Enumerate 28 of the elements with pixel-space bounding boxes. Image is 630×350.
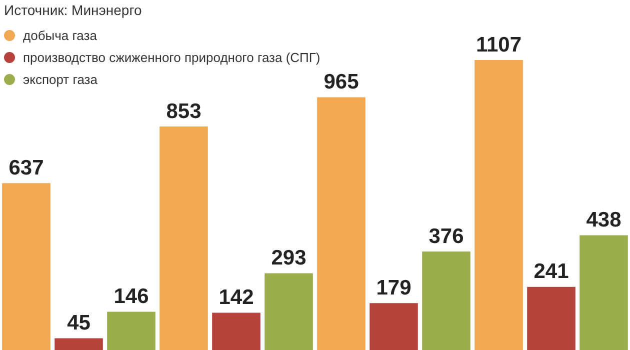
bar xyxy=(317,97,366,350)
data-label: 438 xyxy=(586,208,622,232)
data-label: 853 xyxy=(166,100,202,123)
bar xyxy=(54,338,103,350)
data-label: 376 xyxy=(428,224,464,248)
data-label: 142 xyxy=(218,286,254,310)
data-label: 45 xyxy=(67,312,91,335)
bar xyxy=(527,286,576,350)
text: Источник: Минэнерго xyxy=(4,2,142,18)
data-label: 1107 xyxy=(476,33,522,56)
legend-label: производство сжиженного природного газа (СПГ) xyxy=(23,50,320,64)
legend-label: добыча газа xyxy=(23,28,97,42)
bar xyxy=(370,303,418,350)
bar xyxy=(107,312,156,350)
bar xyxy=(580,235,628,350)
bar xyxy=(474,60,523,350)
data-label: 293 xyxy=(271,246,306,270)
bar xyxy=(160,126,208,350)
data-label: 241 xyxy=(534,260,570,284)
bar xyxy=(212,312,260,350)
data-label: 637 xyxy=(8,156,44,180)
bar xyxy=(2,183,50,350)
legend-label: экспорт газа xyxy=(23,72,98,86)
data-label: 179 xyxy=(376,276,412,300)
data-label: 146 xyxy=(114,285,149,308)
bar xyxy=(264,273,313,350)
bar xyxy=(422,252,470,350)
data-label: 965 xyxy=(324,70,360,94)
